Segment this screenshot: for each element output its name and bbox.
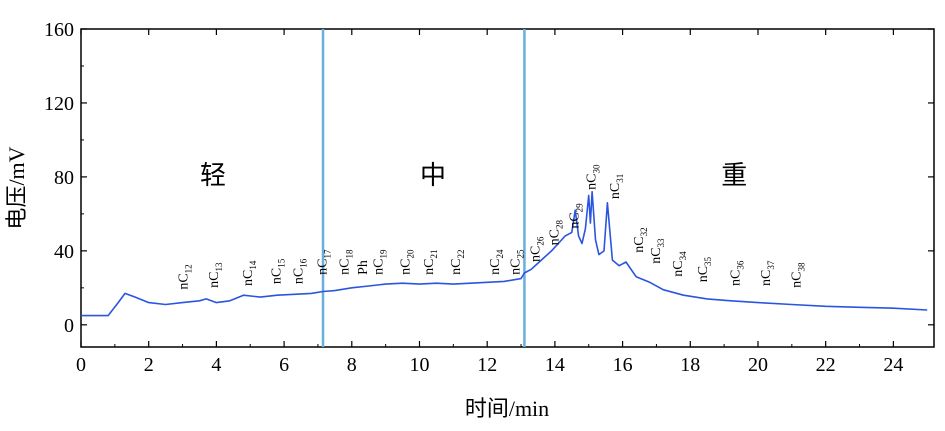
- peak-label: nC35: [696, 256, 713, 282]
- region-label: 重: [721, 161, 747, 191]
- peak-label: nC26: [529, 236, 546, 262]
- series-group: [81, 190, 928, 317]
- peak-label: nC28: [547, 219, 564, 245]
- region-dividers: [321, 29, 526, 347]
- x-tick-label: 14: [545, 354, 565, 376]
- peak-label: nC24: [488, 249, 505, 275]
- x-tick-label: 18: [680, 354, 700, 376]
- plot-frame: [80, 28, 935, 348]
- peak-label: nC18: [337, 249, 354, 275]
- x-tick-label: 12: [477, 354, 497, 376]
- series-line-0: [81, 190, 928, 317]
- peak-label: nC29: [568, 203, 585, 229]
- peak-label: nC12: [177, 264, 194, 289]
- y-tick-label: 120: [44, 93, 74, 115]
- region-labels: 轻中重: [200, 161, 747, 191]
- peak-label: nC38: [789, 262, 806, 288]
- peak-label: nC25: [508, 249, 525, 275]
- y-axis-ticks: 0 40 80 120 160: [44, 19, 934, 337]
- peak-label: nC21: [422, 250, 439, 275]
- x-tick-label: 8: [347, 354, 357, 376]
- peak-label: nC19: [371, 249, 388, 275]
- peak-label: nC37: [759, 260, 776, 286]
- x-tick-label: 2: [144, 354, 154, 376]
- x-tick-label: 24: [883, 354, 903, 376]
- x-tick-label: 4: [211, 354, 221, 376]
- peak-label: nC32: [632, 227, 649, 252]
- x-axis-ticks: 0 2 4 6 8 10 12 14 16 18 20 22 24: [76, 29, 903, 376]
- region-label: 轻: [200, 161, 226, 191]
- y-tick-label: 40: [54, 241, 74, 263]
- peak-label: nC31: [608, 174, 625, 199]
- x-tick-label: 6: [279, 354, 289, 376]
- peak-label: nC16: [292, 258, 309, 284]
- peak-label: nC20: [398, 249, 415, 275]
- y-tick-label: 160: [44, 19, 74, 41]
- peak-label: nC13: [207, 262, 224, 288]
- peak-label: nC14: [241, 260, 258, 286]
- peak-label: nC33: [649, 238, 666, 264]
- y-tick-label: 0: [64, 315, 74, 337]
- x-tick-label: 16: [613, 354, 633, 376]
- x-tick-label: 22: [816, 354, 836, 376]
- peak-label: nC30: [585, 164, 602, 190]
- x-tick-label: 0: [76, 354, 86, 376]
- peak-label: nC34: [671, 251, 688, 277]
- x-tick-label: 20: [748, 354, 768, 376]
- x-axis-label: 时间/min: [465, 396, 549, 421]
- peak-label: nC17: [315, 249, 332, 275]
- peak-label: nC22: [449, 250, 466, 275]
- region-label: 中: [420, 161, 446, 191]
- peak-label: Ph: [356, 260, 371, 275]
- x-tick-label: 10: [409, 354, 429, 376]
- y-tick-label: 80: [54, 167, 74, 189]
- peak-label: nC15: [270, 258, 287, 284]
- y-axis-label: 电压/mV: [4, 146, 29, 229]
- peak-label: nC36: [728, 260, 745, 286]
